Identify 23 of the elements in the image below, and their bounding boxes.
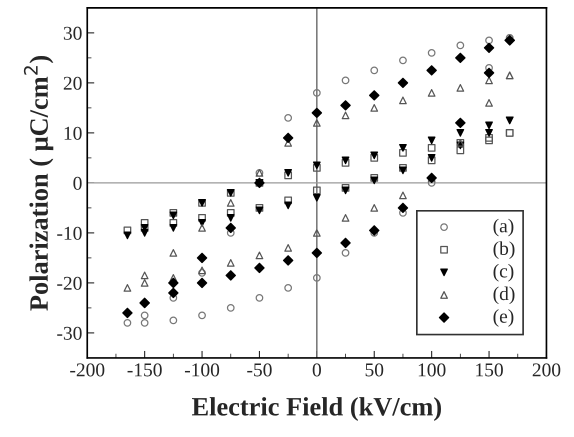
y-tick-label: 0 xyxy=(73,176,82,190)
y-tick-label: 10 xyxy=(64,126,82,140)
x-tick-label: 100 xyxy=(418,363,446,376)
y-axis-title: Polarization ( μC/cm$^{2}$) xyxy=(24,56,54,311)
legend-label: (e) xyxy=(494,309,514,327)
x-tick-label: 0 xyxy=(312,363,321,376)
y-tick-label: 30 xyxy=(64,26,82,40)
legend-label: (a) xyxy=(494,218,514,236)
x-tick-label: -150 xyxy=(128,363,162,376)
y-tick-label: 20 xyxy=(64,76,82,90)
y-tick-label: -10 xyxy=(57,226,82,240)
x-tick-label: 200 xyxy=(532,363,560,376)
x-axis-title: Electric Field (kV/cm) xyxy=(192,397,441,421)
x-tick-label: 150 xyxy=(476,363,503,376)
legend-label: (c) xyxy=(494,264,514,282)
legend-label: (d) xyxy=(494,286,514,304)
legend-label: (b) xyxy=(494,241,514,259)
x-tick-label: 50 xyxy=(366,363,384,376)
x-tick-label: -200 xyxy=(70,363,104,376)
x-tick-label: -50 xyxy=(247,363,272,376)
y-tick-label: -20 xyxy=(57,276,82,290)
y-tick-label: -30 xyxy=(57,326,82,340)
x-tick-label: -100 xyxy=(184,363,220,376)
